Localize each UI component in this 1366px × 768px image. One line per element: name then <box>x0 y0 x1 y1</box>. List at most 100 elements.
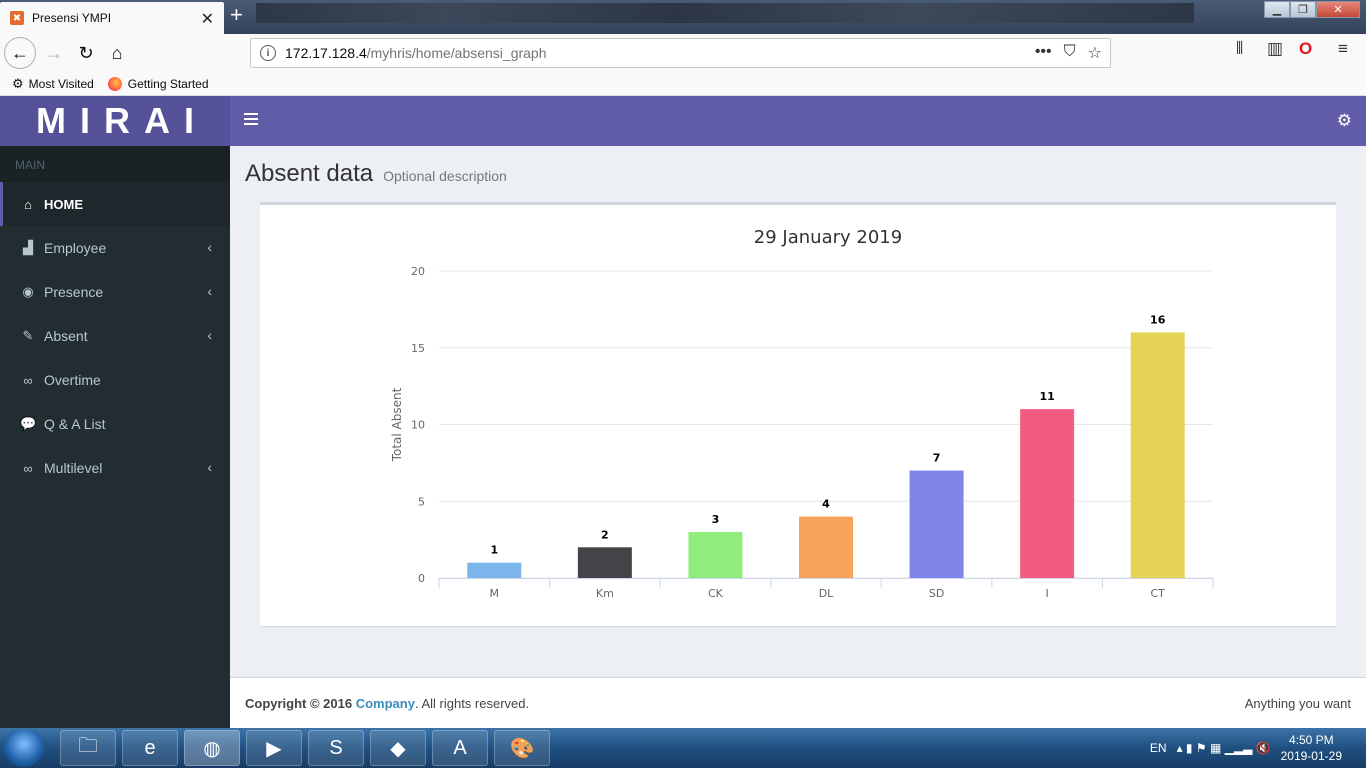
bookmark-most-visited[interactable]: ⚙ Most Visited <box>12 75 94 91</box>
minimize-icon[interactable]: ▁ <box>1264 1 1290 18</box>
sidebar-toggle-hamburger-icon[interactable] <box>244 113 258 128</box>
sidebar-item-multilevel[interactable]: ∞ Multilevel ‹ <box>0 446 230 490</box>
pocket-icon[interactable]: ⛉ <box>1063 43 1076 60</box>
media-player-icon[interactable]: ▶ <box>246 730 302 766</box>
url-text[interactable]: 172.17.128.4/myhris/home/absensi_graph <box>285 45 547 61</box>
browser-tab[interactable]: ✖ Presensi YMPI ✕ <box>0 2 224 34</box>
gears-icon[interactable]: ⚙ <box>1336 111 1352 130</box>
bar-ct <box>1130 332 1185 578</box>
area-chart-icon: ▟ <box>23 240 33 255</box>
site-info-icon[interactable]: i <box>260 45 276 61</box>
data-label: 16 <box>1150 313 1166 326</box>
chevron-left-icon: ‹ <box>207 459 212 475</box>
sidebar-item-absent[interactable]: ✎ Absent ‹ <box>0 314 230 358</box>
data-label: 3 <box>712 513 720 526</box>
edit-icon: ✎ <box>22 328 34 343</box>
forward-icon[interactable]: → <box>45 42 63 63</box>
new-tab-icon[interactable]: + <box>230 2 243 27</box>
content-header: Absent data Optional description <box>245 160 507 188</box>
blurred-tabs <box>256 3 1194 23</box>
sidebar-toggle-icon[interactable]: ▥ <box>1267 39 1284 58</box>
sidebar-header: MAIN <box>0 146 230 182</box>
address-bar[interactable]: i 172.17.128.4/myhris/home/absensi_graph… <box>250 38 1111 68</box>
sublime-text-icon[interactable]: S <box>308 730 364 766</box>
x-tick-label: I <box>1046 587 1049 600</box>
internet-explorer-icon[interactable]: e <box>122 730 178 766</box>
data-label: 11 <box>1039 390 1054 403</box>
start-button-icon[interactable] <box>4 729 44 767</box>
chevron-left-icon: ‹ <box>207 283 212 299</box>
tray-icons[interactable]: ▴ ▮ ⚑ ▦ ▁▂▃ 🔇 <box>1176 741 1271 755</box>
firefox-taskbar-icon[interactable]: ◍ <box>184 730 240 766</box>
x-tick-label: Km <box>596 587 614 600</box>
app-diamond-icon[interactable]: ◆ <box>370 730 426 766</box>
data-label: 2 <box>601 528 609 541</box>
eye-icon: ◉ <box>22 284 34 299</box>
access-icon[interactable]: A <box>432 730 488 766</box>
app-topbar: ⚙ <box>230 96 1366 146</box>
bar-i <box>1020 409 1075 578</box>
clock[interactable]: 4:50 PM 2019-01-29 <box>1280 733 1342 763</box>
footer: Copyright © 2016 Company. All rights res… <box>230 677 1366 728</box>
chart-box: 29 January 2019 0 5 10 15 20 Total Absent 1 M 2 Km… <box>260 202 1336 626</box>
footer-copyright: Copyright © 2016 Company. All rights res… <box>245 695 530 711</box>
x-tick-label: M <box>490 587 500 600</box>
y-tick-label: 15 <box>411 342 425 355</box>
app-logo[interactable]: MIRAI <box>0 96 230 146</box>
home-button-icon[interactable]: ⌂ <box>111 42 123 63</box>
page-description: Optional description <box>383 168 507 184</box>
system-tray: EN ▴ ▮ ⚑ ▦ ▁▂▃ 🔇 4:50 PM 2019-01-29 <box>1150 728 1366 768</box>
bar-ck <box>688 531 743 578</box>
window-close-icon[interactable]: ✕ <box>1316 1 1360 18</box>
bookmark-getting-started[interactable]: Getting Started <box>107 76 209 91</box>
comments-icon: 💬 <box>20 416 37 431</box>
y-axis-label: Total Absent <box>390 387 404 462</box>
browser-titlebar: ✖ Presensi YMPI ✕ + ▁ ❐ ✕ <box>0 0 1366 34</box>
reload-icon[interactable]: ↻ <box>78 42 94 63</box>
y-tick-label: 20 <box>411 265 425 278</box>
page-title: Absent data <box>245 160 374 187</box>
chevron-left-icon: ‹ <box>207 239 212 255</box>
sidebar-item-home[interactable]: ⌂ HOME <box>0 182 230 226</box>
sidebar: MAIN ⌂ HOME ▟ Employee ‹ ◉ Presence ‹ ✎ … <box>0 146 230 728</box>
company-link[interactable]: Company <box>355 695 415 711</box>
footer-right-text: Anything you want <box>1244 695 1351 711</box>
x-tick-label: CT <box>1151 587 1166 600</box>
home-icon: ⌂ <box>24 196 32 212</box>
data-label: 4 <box>822 498 830 511</box>
link-icon: ∞ <box>23 460 33 476</box>
xampp-favicon-icon: ✖ <box>10 11 24 25</box>
x-tick-label: DL <box>819 587 834 600</box>
page-actions-icon[interactable]: ••• <box>1034 43 1052 60</box>
chevron-left-icon: ‹ <box>207 327 212 343</box>
gear-icon: ⚙ <box>12 75 24 91</box>
menu-icon[interactable]: ≡ <box>1338 39 1348 58</box>
browser-navbar: ← → ↻ ⌂ i 172.17.128.4/myhris/home/absen… <box>0 34 1366 72</box>
opera-icon[interactable]: O <box>1299 39 1313 58</box>
sidebar-item-qa-list[interactable]: 💬 Q & A List <box>20 416 106 432</box>
y-tick-label: 5 <box>418 495 425 508</box>
bookmarks-bar: ⚙ Most Visited Getting Started <box>0 72 1366 96</box>
sidebar-item-overtime[interactable]: ∞ Overtime <box>0 358 230 402</box>
explorer-icon[interactable]: 🗀 <box>60 730 116 766</box>
bar-sd <box>909 470 964 578</box>
sidebar-item-presence[interactable]: ◉ Presence ‹ <box>0 270 230 314</box>
paint-icon[interactable]: 🎨 <box>494 730 550 766</box>
y-tick-label: 10 <box>411 419 425 432</box>
window-controls: ▁ ❐ ✕ <box>1264 1 1360 18</box>
restore-icon[interactable]: ❐ <box>1290 1 1316 18</box>
x-tick-label: SD <box>929 587 944 600</box>
x-tick-label: CK <box>708 587 724 600</box>
y-tick-label: 0 <box>418 572 425 585</box>
absent-bar-chart: 29 January 2019 0 5 10 15 20 Total Absent 1 M 2 Km… <box>390 227 1214 600</box>
language-indicator[interactable]: EN <box>1149 741 1167 755</box>
bar-km <box>577 547 632 578</box>
bar-m <box>467 562 522 578</box>
library-icon[interactable]: ⫴ <box>1236 39 1244 58</box>
bookmark-star-icon[interactable]: ☆ <box>1087 45 1102 62</box>
chart-title: 29 January 2019 <box>754 227 902 248</box>
back-icon[interactable]: ← <box>4 37 36 69</box>
close-tab-icon[interactable]: ✕ <box>200 11 214 28</box>
sidebar-item-employee[interactable]: ▟ Employee ‹ <box>0 226 230 270</box>
link-icon: ∞ <box>23 372 33 388</box>
